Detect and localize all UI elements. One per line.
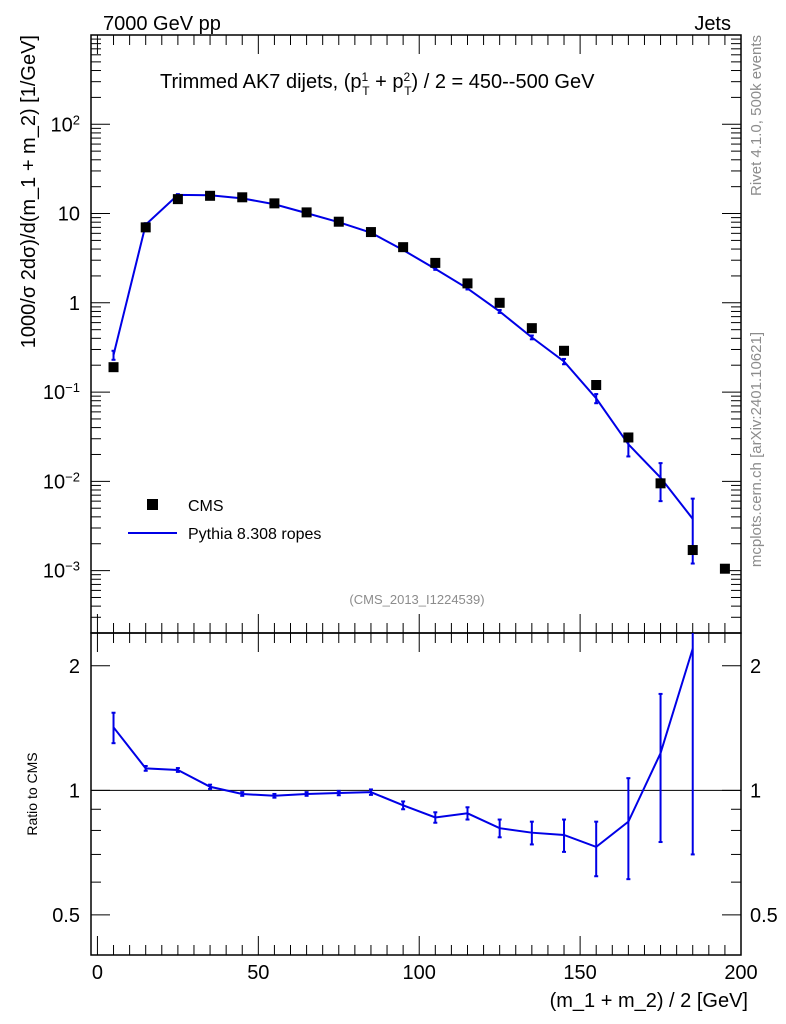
main-ylabel: 1000/σ 2dσ)/d(m_1 + m_2) [1/GeV] xyxy=(18,35,40,348)
cms-point xyxy=(365,227,376,238)
cms-point xyxy=(462,278,473,289)
cms-point xyxy=(430,257,441,268)
main-ytick-label: 1 xyxy=(69,293,80,315)
ratio-line xyxy=(112,648,694,849)
main-ytick-labels: 10−3 10−2 10−1 1 10 102 xyxy=(43,112,80,583)
cms-point xyxy=(559,345,570,356)
ratio-ytick-label-left: 2 xyxy=(69,656,80,678)
ratio-ytick-labels: 0.5 0.5 1 1 2 2 xyxy=(52,656,778,927)
cms-point xyxy=(172,194,183,205)
cms-point xyxy=(140,222,151,233)
cms-point xyxy=(719,563,730,574)
cms-point xyxy=(623,432,634,443)
ratio-ytick-label-right: 2 xyxy=(750,656,761,678)
main-ytick-label: 10 xyxy=(58,204,80,226)
xtick-label: 0 xyxy=(92,962,103,984)
cms-point xyxy=(269,198,280,209)
xtick-label: 200 xyxy=(724,962,757,984)
ratio-ytick-label-left: 0.5 xyxy=(52,905,80,927)
cms-point xyxy=(237,192,248,203)
main-axis-ticks xyxy=(91,35,742,634)
xtick-label: 50 xyxy=(247,962,269,984)
cms-point xyxy=(494,297,505,308)
ratio-mc-series xyxy=(111,633,695,881)
main-ytick-label: 10−2 xyxy=(43,469,80,494)
cms-point xyxy=(687,545,698,556)
cms-point xyxy=(591,380,602,391)
ratio-ylabel: Ratio to CMS xyxy=(24,752,40,835)
main-panel-frame xyxy=(90,34,742,634)
xtick-label: 150 xyxy=(563,962,596,984)
xtick-label: 100 xyxy=(403,962,436,984)
cms-point xyxy=(333,216,344,227)
rivet-label: Rivet 4.1.0, 500k events xyxy=(748,35,765,196)
legend-mc-label: Pythia 8.308 ropes xyxy=(188,526,321,543)
mcplots-label: mcplots.cern.ch [arXiv:2401.10621] xyxy=(748,332,765,567)
main-title: Trimmed AK7 dijets, (p1 T + p2 T) / 2 = 45… xyxy=(160,70,595,98)
main-ytick-label: 10−3 xyxy=(43,558,80,583)
header-right: Jets xyxy=(694,13,731,35)
header-left: 7000 GeV pp xyxy=(103,13,221,35)
cms-point xyxy=(205,190,216,201)
ratio-ytick-label-right: 0.5 xyxy=(750,905,778,927)
cms-point xyxy=(398,242,409,253)
main-ytick-label: 10−1 xyxy=(43,380,80,405)
xtick-labels: 0 50 100 150 200 xyxy=(92,962,758,984)
main-ytick-label: 102 xyxy=(51,112,80,137)
ratio-ytick-label-left: 1 xyxy=(69,780,80,802)
cms-point xyxy=(526,323,537,334)
legend-cms-label: CMS xyxy=(188,498,224,515)
x-axis-label: (m_1 + m_2) / 2 [GeV] xyxy=(550,990,748,1012)
ratio-panel-frame xyxy=(90,632,742,956)
ratio-ytick-label-right: 1 xyxy=(750,780,761,802)
ratio-axis-ticks xyxy=(91,633,742,956)
analysis-tag: (CMS_2013_I1224539) xyxy=(349,592,484,607)
main-cms-series xyxy=(108,190,730,574)
cms-point xyxy=(108,362,119,373)
cms-point xyxy=(301,207,312,218)
cms-point xyxy=(655,478,666,489)
legend-cms-marker xyxy=(147,499,158,510)
